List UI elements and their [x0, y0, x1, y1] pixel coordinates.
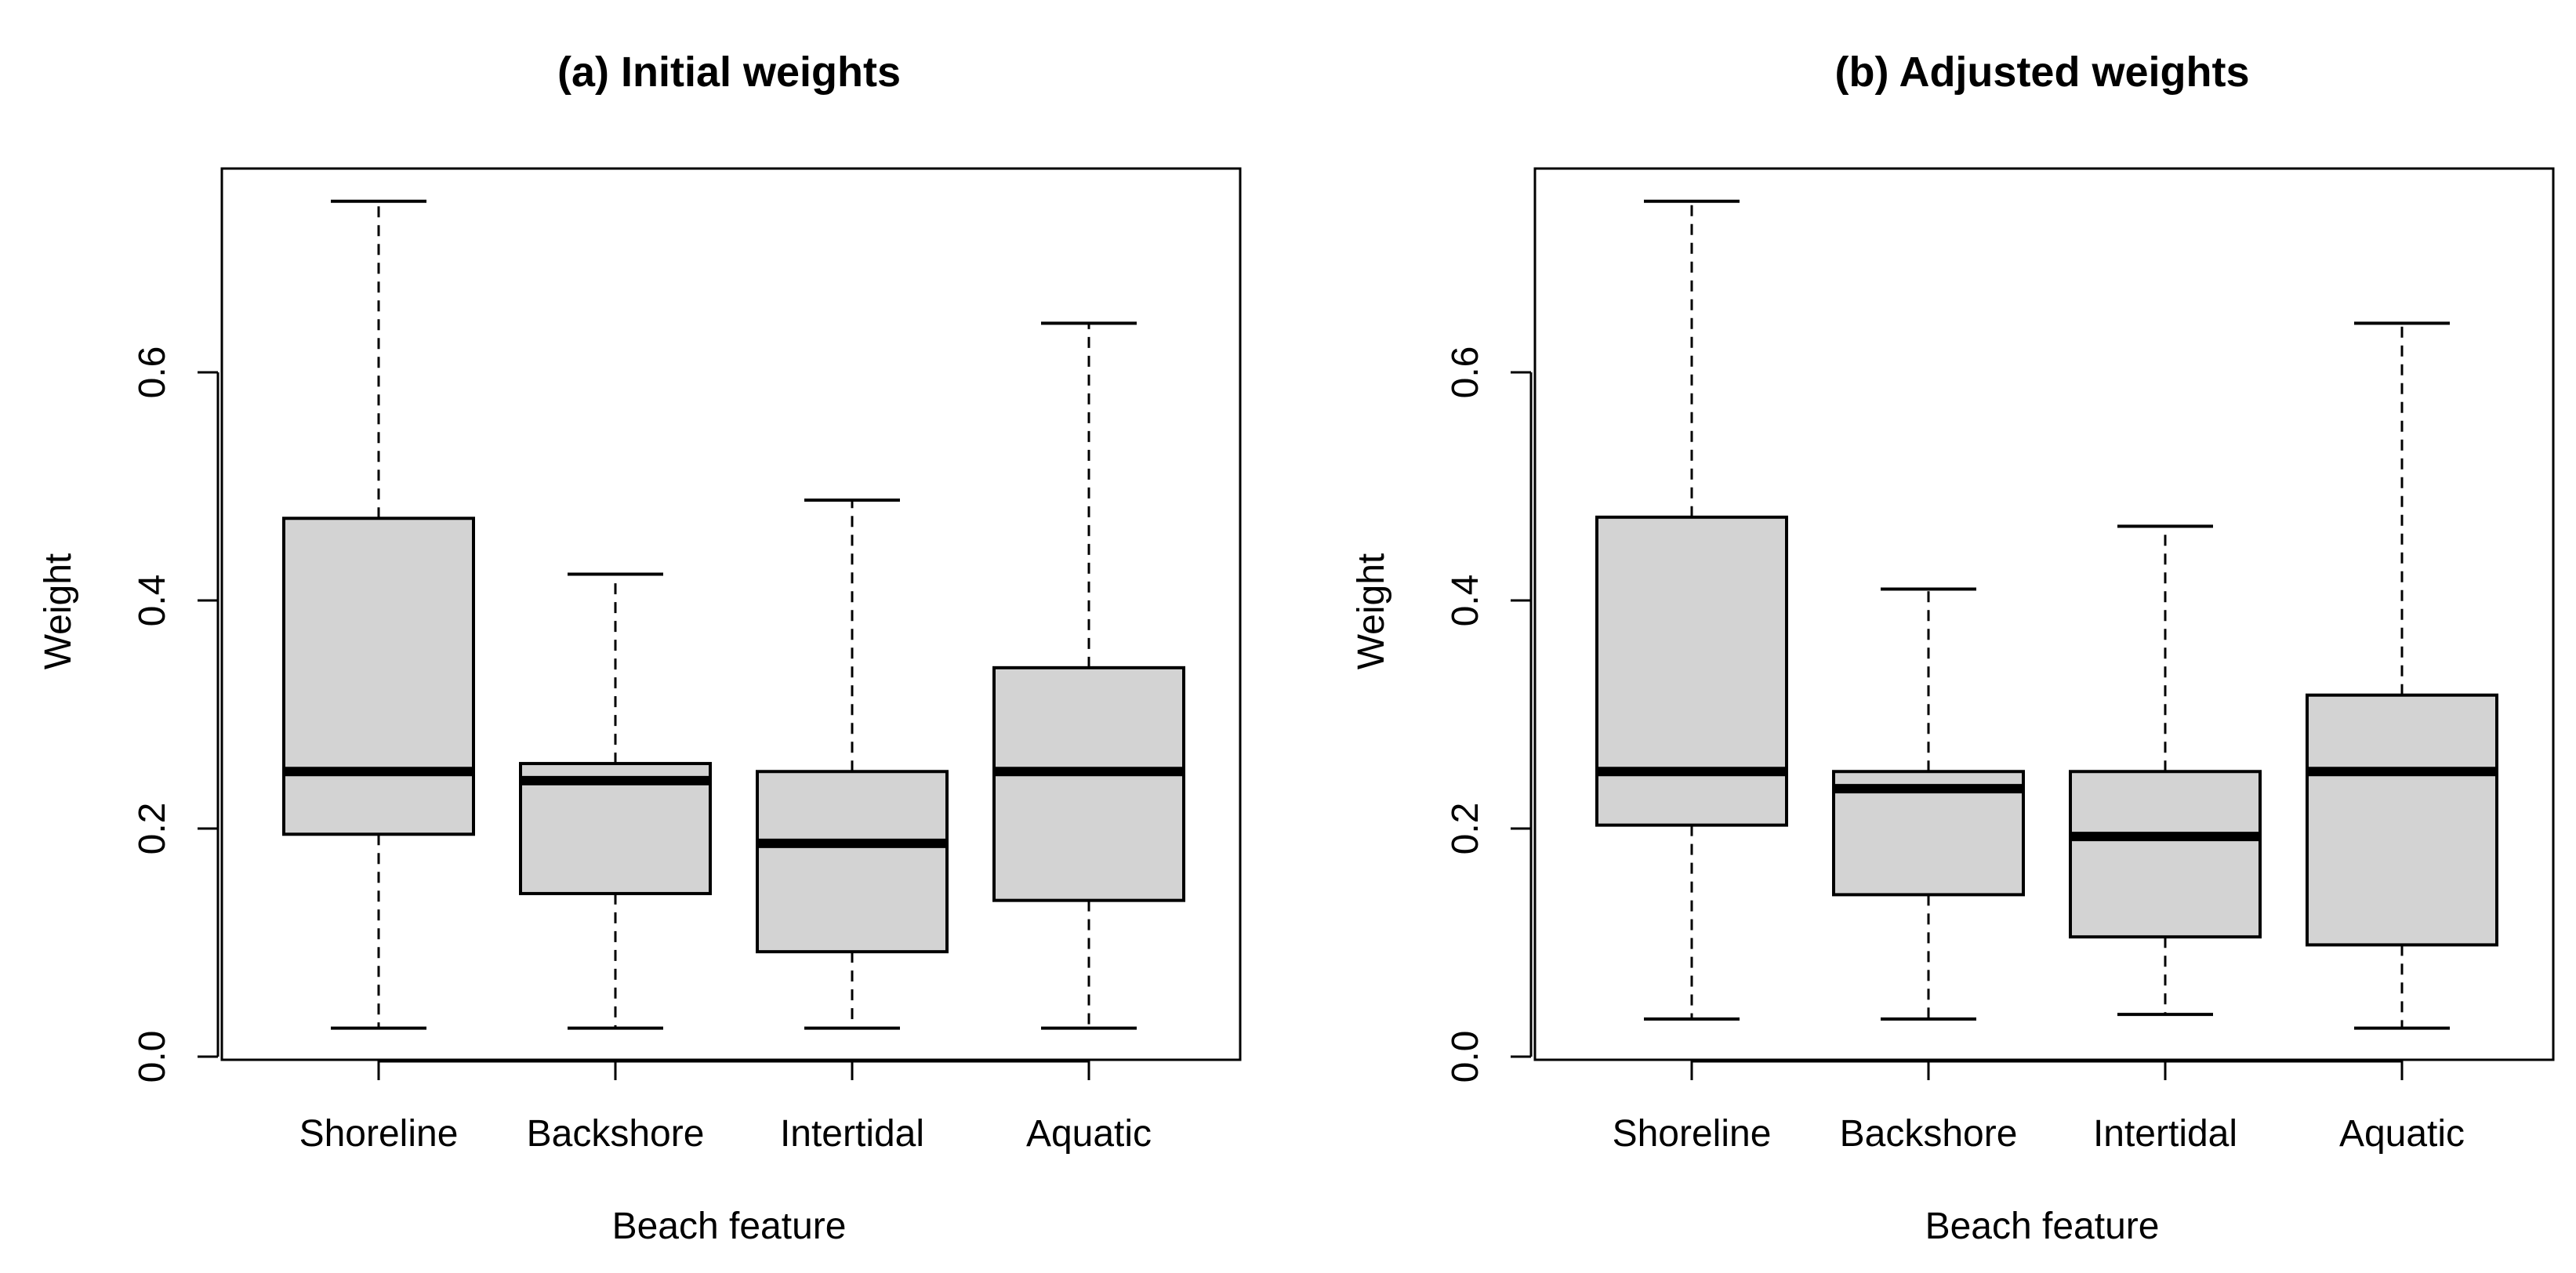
x-tick-label: Intertidal: [780, 1113, 924, 1155]
x-axis-label: Beach feature: [612, 1206, 847, 1247]
box-shoreline: [1595, 199, 1788, 1021]
y-tick-label: 0.0: [1445, 1031, 1486, 1083]
iqr-box: [282, 517, 475, 836]
y-tick-label: 0.6: [132, 346, 173, 399]
box-shoreline: [282, 199, 475, 1030]
x-tick-label: Aquatic: [1026, 1113, 1152, 1155]
x-tick-label: Intertidal: [2093, 1113, 2237, 1155]
iqr-box: [2069, 770, 2262, 939]
y-tick-label: 0.2: [1445, 803, 1486, 855]
y-tick-label: 0.0: [132, 1031, 173, 1083]
chart-title: (a) Initial weights: [557, 49, 901, 96]
box-intertidal: [2069, 524, 2262, 1017]
y-tick-label: 0.6: [1445, 346, 1486, 399]
plot-frame: [1533, 167, 2555, 1061]
panel-adjusted-weights: (b) Adjusted weights Beach feature Weigh…: [1351, 49, 2555, 1247]
iqr-box: [992, 666, 1185, 902]
y-tick-label: 0.4: [132, 575, 173, 627]
x-tick-label: Shoreline: [1613, 1113, 1772, 1155]
x-tick-label: Shoreline: [299, 1113, 459, 1155]
box-aquatic: [992, 321, 1185, 1030]
y-axis-label: Weight: [38, 553, 79, 670]
x-axis-label: Beach feature: [1925, 1206, 2160, 1247]
box-intertidal: [756, 498, 949, 1030]
iqr-box: [2306, 693, 2498, 947]
x-tick-label: Aquatic: [2339, 1113, 2465, 1155]
x-tick-label: Backshore: [1840, 1113, 2018, 1155]
plot-frame: [220, 167, 1242, 1061]
panel-initial-weights: (a) Initial weights Beach feature Weight…: [38, 49, 1242, 1247]
box-aquatic: [2306, 321, 2498, 1030]
iqr-box: [1595, 515, 1788, 827]
chart-title: (b) Adjusted weights: [1835, 49, 2250, 96]
y-axis-label: Weight: [1351, 553, 1392, 670]
y-tick-label: 0.2: [132, 803, 173, 855]
box-backshore: [1832, 587, 2025, 1021]
y-tick-label: 0.4: [1445, 575, 1486, 627]
x-tick-label: Backshore: [527, 1113, 705, 1155]
iqr-box: [756, 770, 949, 954]
box-backshore: [519, 572, 712, 1030]
